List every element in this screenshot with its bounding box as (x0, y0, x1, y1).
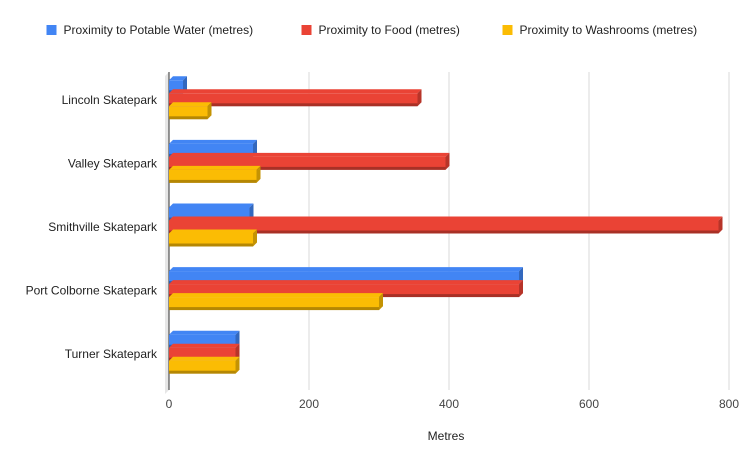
bar-end-face (207, 102, 212, 120)
legend-swatch-2 (301, 25, 312, 35)
bar-top-face (169, 203, 254, 208)
bar-bottom-edge (169, 166, 446, 170)
bar-front-face (169, 169, 257, 181)
bar-end-face (235, 343, 240, 361)
category-label-2: Valley Skatepark (68, 156, 158, 170)
bar-5-3 (169, 356, 240, 374)
x-tick-600: 600 (579, 397, 599, 411)
bar-bottom-edge (169, 243, 253, 247)
bar-front-face (169, 80, 183, 92)
x-tick-400: 400 (439, 397, 459, 411)
bar-top-face (169, 165, 261, 170)
bar-end-face (379, 293, 383, 311)
bar-end-face (235, 330, 240, 348)
bar-bottom-edge (169, 307, 379, 311)
bar-bottom-edge (169, 179, 257, 183)
bar-end-face (235, 356, 240, 374)
bar-top-face (169, 229, 257, 234)
bar-bottom-edge (169, 370, 236, 374)
bar-front-face (169, 233, 253, 245)
bar-top-face (169, 216, 723, 221)
bar-front-face (169, 156, 446, 168)
category-label-1: Lincoln Skatepark (62, 93, 158, 107)
bar-front-face (169, 143, 253, 155)
bar-end-face (183, 76, 187, 94)
bar-top-face (169, 267, 523, 272)
category-labels: Lincoln Skatepark Valley Skatepark Smithvi… (26, 93, 158, 361)
bar-end-face (417, 89, 422, 107)
bar-end-face (253, 139, 257, 157)
bar-end-face (519, 267, 523, 285)
bar-end-face (253, 229, 257, 247)
legend-swatch-3 (502, 25, 513, 35)
bar-top-face (169, 356, 240, 361)
category-label-3: Smithville Skatepark (48, 220, 158, 234)
legend-label-2: Proximity to Food (metres) (319, 23, 460, 37)
category-label-4: Port Colborne Skatepark (26, 284, 158, 298)
x-tick-200: 200 (299, 397, 319, 411)
category-label-5: Turner Skatepark (65, 347, 158, 361)
bar-end-face (249, 203, 254, 221)
x-tick-labels: 0 200 400 600 800 (166, 397, 740, 411)
chart-side-wall (165, 72, 169, 394)
x-tick-0: 0 (166, 397, 173, 411)
x-tick-800: 800 (719, 397, 739, 411)
bar-front-face (169, 106, 208, 118)
bar-2-3 (169, 165, 261, 183)
bar-front-face (169, 220, 719, 232)
bar-4-3 (169, 293, 383, 311)
legend-swatch-1 (46, 25, 57, 35)
legend-label-1: Proximity to Potable Water (metres) (64, 23, 254, 37)
bar-top-face (169, 293, 383, 298)
bar-3-2 (169, 216, 723, 234)
bar-2-2 (169, 152, 450, 170)
bar-top-face (169, 280, 523, 285)
bar-front-face (169, 284, 519, 296)
bar-top-face (169, 343, 240, 348)
bar-front-face (169, 207, 250, 219)
bar-top-face (169, 330, 240, 335)
bar-front-face (169, 347, 236, 359)
bar-end-face (256, 165, 261, 183)
bar-top-face (169, 139, 257, 144)
bar-bottom-edge (169, 116, 208, 120)
chart-wall (165, 72, 169, 394)
bar-bottom-edge (169, 230, 719, 234)
bar-front-face (169, 297, 379, 309)
x-axis-title: Metres (428, 429, 465, 443)
bar-top-face (169, 76, 187, 81)
legend-label-3: Proximity to Washrooms (metres) (520, 23, 698, 37)
legend: Proximity to Potable Water (metres) Proxi… (46, 23, 698, 37)
bar-front-face (169, 360, 236, 372)
bar-1-3 (169, 102, 212, 120)
bar-bottom-edge (169, 103, 418, 107)
bar-top-face (169, 89, 422, 94)
bar-front-face (169, 334, 236, 346)
bar-top-face (169, 152, 450, 157)
bar-end-face (718, 216, 723, 234)
bar-front-face (169, 271, 519, 283)
bars (169, 76, 723, 374)
bar-end-face (445, 152, 450, 170)
bar-1-2 (169, 89, 422, 107)
bar-end-face (519, 280, 523, 298)
bar-top-face (169, 102, 212, 107)
bar-front-face (169, 93, 418, 105)
bar-3-3 (169, 229, 257, 247)
